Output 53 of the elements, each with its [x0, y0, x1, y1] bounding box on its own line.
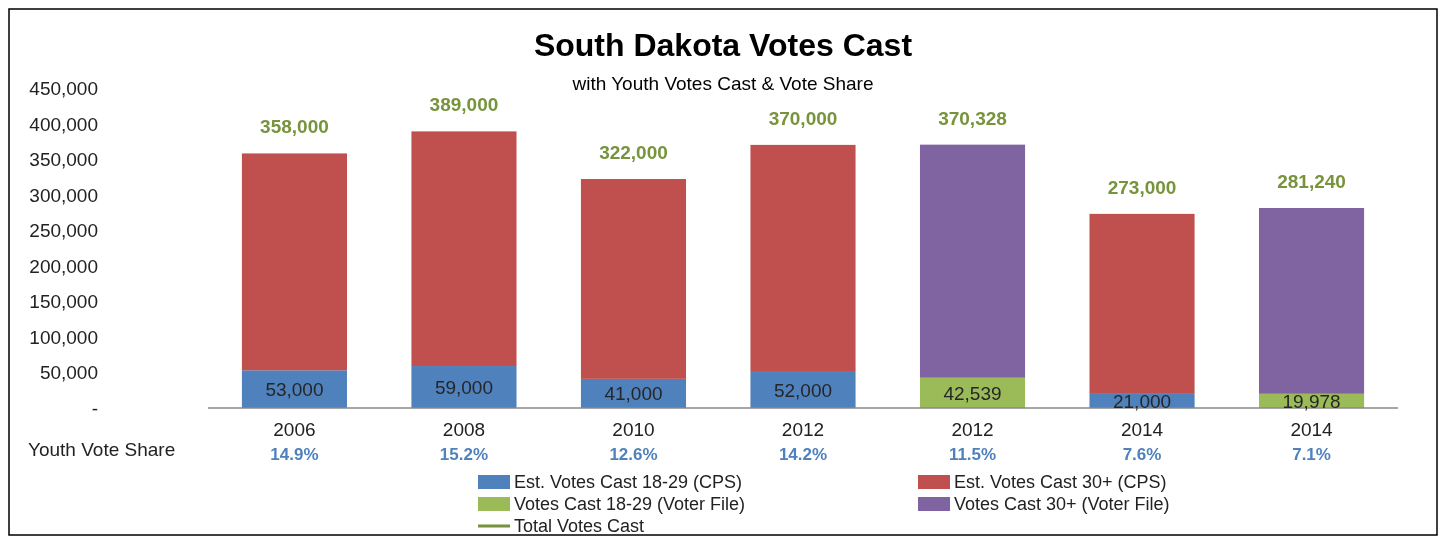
- data-label: 59,000: [434, 377, 494, 399]
- bar: [241, 153, 347, 371]
- total-label: 273,000: [1107, 176, 1177, 198]
- data-label: 21,000: [1112, 390, 1172, 412]
- x-tick-label: 2006: [273, 419, 316, 440]
- legend-label: Est. Votes Cast 30+ (CPS): [954, 472, 1167, 492]
- x-tick-label: 2014: [1290, 419, 1334, 440]
- text: Youth Vote Share: [28, 439, 176, 460]
- x-tick-label: 2010: [612, 419, 655, 440]
- text: 7.1%: [1292, 445, 1331, 464]
- x-tick-label: 2014: [1120, 419, 1164, 440]
- data-label: 41,000: [604, 383, 663, 405]
- data-label: 52,000: [773, 379, 833, 401]
- y-tick-label: -: [91, 398, 98, 419]
- bar: [1259, 208, 1365, 394]
- total-label: 322,000: [599, 142, 668, 164]
- legend-label: Votes Cast 18-29 (Voter File): [514, 494, 746, 514]
- y-tick-label: 400,000: [29, 113, 98, 135]
- x-tick-label: 2008: [442, 419, 486, 440]
- y-tick-label: 150,000: [29, 291, 98, 313]
- text: Total Votes Cast: [514, 516, 645, 536]
- y-tick-label: 100,000: [29, 326, 98, 348]
- bar: [411, 131, 517, 367]
- total-label: 389,000: [429, 94, 499, 116]
- x-tick-label: 2012: [781, 419, 825, 440]
- x-tick-label: 2012: [951, 419, 994, 440]
- total-label: 358,000: [260, 116, 329, 138]
- bar: [750, 144, 856, 372]
- data-label: 53,000: [265, 379, 324, 401]
- chart-title: South Dakota Votes Cast: [533, 27, 913, 63]
- y-tick-label: 300,000: [29, 184, 98, 206]
- total-label: 370,000: [768, 107, 838, 129]
- y-tick-label: 200,000: [29, 255, 98, 277]
- text: 14.9%: [270, 445, 319, 464]
- y-tick-label: 350,000: [29, 149, 98, 171]
- y-tick-label: 250,000: [29, 220, 98, 242]
- text: 14.2%: [778, 445, 828, 464]
- data-label: 19,978: [1282, 390, 1341, 412]
- total-label: 281,240: [1277, 171, 1346, 193]
- legend-label: Votes Cast 30+ (Voter File): [954, 494, 1170, 514]
- chart-subtitle: with Youth Votes Cast & Vote Share: [571, 73, 874, 94]
- y-tick-label: 450,000: [29, 78, 98, 99]
- data-label: 42,539: [943, 382, 1002, 404]
- bar: [1089, 213, 1195, 394]
- text: 11.5%: [948, 445, 997, 464]
- bar: [919, 144, 1026, 378]
- bar: [580, 179, 687, 379]
- text: 15.2%: [439, 445, 489, 464]
- text: 7.6%: [1122, 445, 1162, 464]
- text: 12.6%: [609, 445, 658, 464]
- total-label: 370,328: [938, 107, 1007, 129]
- y-tick-label: 50,000: [39, 362, 98, 384]
- legend-label: Est. Votes Cast 18-29 (CPS): [514, 472, 743, 492]
